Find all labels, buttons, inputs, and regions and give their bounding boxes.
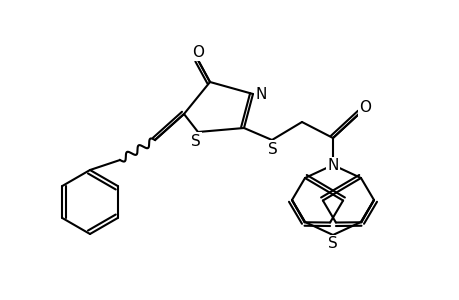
Text: O: O bbox=[191, 44, 203, 59]
Text: N: N bbox=[327, 158, 338, 173]
Text: S: S bbox=[190, 134, 201, 148]
Text: S: S bbox=[327, 236, 337, 251]
Text: N: N bbox=[255, 86, 266, 101]
Text: O: O bbox=[358, 100, 370, 116]
Text: S: S bbox=[268, 142, 277, 157]
